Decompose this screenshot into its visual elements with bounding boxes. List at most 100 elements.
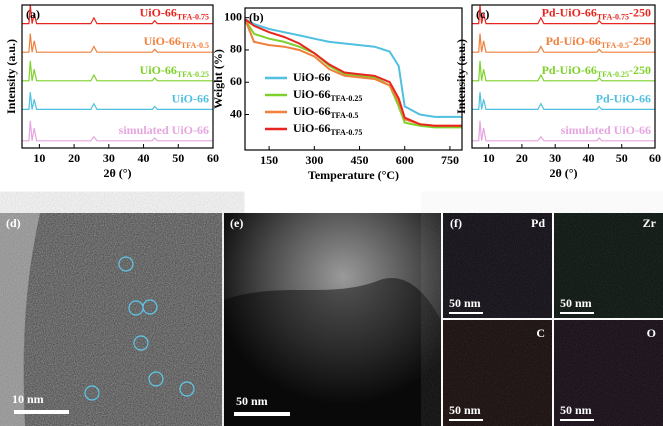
series-label: simulated UiO-66: [119, 123, 209, 137]
series-name-sub: TFA-0.75: [177, 12, 209, 21]
scale-bars: [449, 312, 594, 421]
series-name-suffix: -250: [629, 63, 651, 77]
series-name-sub: TFA-0.25: [177, 70, 209, 79]
scale-bar: [14, 410, 69, 414]
panel-label: (e): [230, 216, 243, 230]
scale-bar: [234, 412, 290, 416]
map-texture: [443, 213, 663, 426]
series-name: Pd-UiO-66: [546, 34, 601, 48]
series-label: UiO-66: [293, 70, 330, 84]
particle-circles: [84, 256, 195, 401]
y-tick-label: 80: [230, 42, 242, 56]
series-name-sub: TFA-0.25: [597, 70, 629, 79]
series-line: [472, 92, 655, 110]
y-tick-label: 60: [230, 74, 242, 88]
x-tick-label: 20: [516, 151, 528, 165]
element-label: Zr: [643, 216, 657, 230]
series-label: UiO-66: [172, 91, 209, 105]
series-name-sub: TFA-0.75: [330, 128, 362, 137]
stem-image: [224, 213, 441, 426]
x-tick-label: 60: [207, 151, 219, 165]
series-line: [472, 120, 655, 142]
panel-e: (e) 50 nm: [224, 213, 441, 426]
y-axis-label: Weight (%): [211, 49, 225, 109]
series-name: UiO-66: [293, 121, 330, 135]
panel-d: (d) 10 nm: [0, 213, 222, 426]
axes-frame: [244, 7, 463, 151]
element-label: Pd: [531, 216, 545, 230]
panel-label: (b): [249, 10, 264, 24]
y-axis-label: Intensity (a.u.): [454, 39, 468, 114]
x-tick-label: 10: [33, 151, 45, 165]
series-name-suffix: -250: [629, 34, 651, 48]
scale-bar-label: 50 nm: [560, 296, 592, 310]
series-name: Pd-UiO-66: [542, 5, 597, 19]
series-label: Pd-UiO-66: [596, 91, 651, 105]
series-name: UiO-66: [140, 63, 177, 77]
x-tick-label: 30: [103, 151, 115, 165]
series-label: UiO-66TFA-0.25: [293, 87, 362, 103]
series-name-sub: TFA-0.5: [330, 111, 358, 120]
panel-label: (f): [450, 216, 462, 230]
series-line: [244, 18, 462, 127]
x-tick-label: 50: [172, 151, 184, 165]
y-tick-label: 100: [224, 9, 242, 23]
series-name-suffix: -250: [629, 5, 651, 19]
series-label: Pd-UiO-66TFA-0.75-250: [542, 5, 651, 21]
axes-frame: [471, 4, 656, 149]
x-axis-label: 2θ (°): [103, 166, 131, 180]
series-name-sub: TFA-0.25: [330, 94, 362, 103]
series-label: UiO-66TFA-0.5: [293, 104, 358, 120]
series-label: UiO-66TFA-0.5: [144, 34, 209, 50]
axes-frame: [21, 4, 214, 149]
series-label: Pd-UiO-66TFA-0.25-250: [542, 63, 651, 79]
scale-bar-label: 50 nm: [236, 394, 268, 408]
x-tick-label: 600: [396, 153, 414, 167]
series-line: [22, 33, 213, 53]
y-tick-label: 40: [230, 106, 242, 120]
series-line: [22, 92, 213, 110]
scale-bar-label: 50 nm: [449, 403, 481, 417]
series-label: UiO-66TFA-0.25: [140, 63, 209, 79]
panel-label: (a): [26, 7, 40, 21]
x-tick-label: 40: [138, 151, 150, 165]
series-name: UiO-66: [172, 91, 209, 105]
x-tick-label: 60: [649, 151, 661, 165]
scale-bar-label: 50 nm: [560, 403, 592, 417]
x-tick-label: 10: [483, 151, 495, 165]
x-tick-label: 40: [582, 151, 594, 165]
series-name: simulated UiO-66: [119, 123, 209, 137]
x-tick-label: 300: [305, 153, 323, 167]
series-line: [472, 60, 655, 82]
series-name: Pd-UiO-66: [596, 91, 651, 105]
x-tick-label: 450: [351, 153, 369, 167]
edge: [0, 213, 40, 426]
x-tick-label: 150: [260, 153, 278, 167]
panel-f: (f) Pd Zr C O 50 nm 50 nm 50 nm 50 nm: [443, 213, 663, 426]
series-label: UiO-66TFA-0.75: [293, 121, 362, 137]
scale-bar-label: 50 nm: [449, 296, 481, 310]
series-name: UiO-66: [293, 70, 330, 84]
series-name: UiO-66: [293, 104, 330, 118]
series-name: UiO-66: [140, 5, 177, 19]
x-axis-label: 2θ (°): [549, 166, 577, 180]
series-name: simulated UiO-66: [561, 123, 651, 137]
element-label: C: [536, 326, 545, 340]
scale-bar-label: 10 nm: [12, 392, 44, 406]
y-axis-label: Intensity (a.u.): [4, 39, 18, 114]
series-line: [22, 60, 213, 82]
panel-label: (d): [6, 216, 21, 230]
series-name-sub: TFA-0.5: [601, 41, 629, 50]
series-line: [244, 18, 462, 129]
series-label: UiO-66TFA-0.75: [140, 5, 209, 21]
element-label: O: [647, 326, 656, 340]
series-label: Pd-UiO-66TFA-0.5-250: [546, 34, 651, 50]
series-line: [22, 120, 213, 142]
series-name: UiO-66: [293, 87, 330, 101]
x-tick-label: 750: [441, 153, 459, 167]
series-line: [472, 33, 655, 53]
x-tick-label: 30: [549, 151, 561, 165]
series-name: UiO-66: [144, 34, 181, 48]
series-name: Pd-UiO-66: [542, 63, 597, 77]
x-tick-label: 50: [616, 151, 628, 165]
